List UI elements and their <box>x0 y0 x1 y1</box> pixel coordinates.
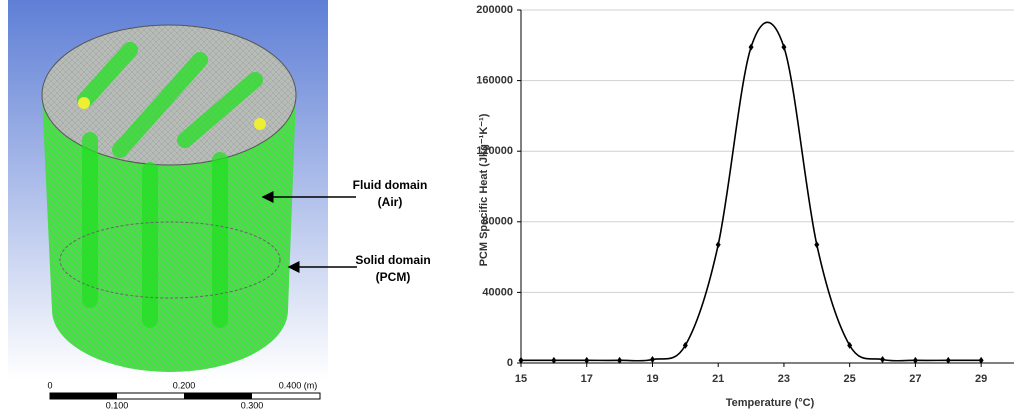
point <box>781 44 786 51</box>
scale-label: 0.200 <box>173 380 196 390</box>
y-tick-label: 40000 <box>482 286 513 298</box>
x-axis-title: Temperature (°C) <box>726 397 815 409</box>
point <box>650 356 655 363</box>
y-tick-label: 160000 <box>476 75 513 87</box>
solid-label: Solid domain <box>355 253 430 267</box>
y-tick-label: 80000 <box>482 216 513 228</box>
line <box>521 22 981 360</box>
figure: Fluid domain (Air) Solid domain (PCM) 0 … <box>0 0 1015 412</box>
y-axis-title: PCM Specific Heat (Jkg⁻¹K⁻¹) <box>478 113 490 266</box>
scale-label: 0.300 <box>241 400 264 410</box>
x-tick-label: 25 <box>844 373 856 385</box>
point <box>814 241 819 248</box>
x-tick-label: 27 <box>909 373 921 385</box>
x-tick-label: 29 <box>975 373 987 385</box>
scale-label: 0 <box>47 380 52 390</box>
scale-label: 0.400 (m) <box>279 380 318 390</box>
y-tick-label: 0 <box>507 357 513 369</box>
point <box>716 241 721 248</box>
scale-label: 0.100 <box>106 400 129 410</box>
fluid-label: (Air) <box>378 195 403 209</box>
point <box>749 44 754 51</box>
point <box>880 356 885 363</box>
mesh-view <box>8 0 357 399</box>
plot: 0 40000 80000 120000 160000 200000 15 17 19 21 23 2… <box>476 4 1014 385</box>
x-tick-label: 21 <box>712 373 724 385</box>
x-tick-label: 23 <box>778 373 790 385</box>
x-tick-label: 19 <box>646 373 658 385</box>
x-tick-label: 15 <box>515 373 527 385</box>
x-tick-label: 17 <box>581 373 593 385</box>
solid-label: (PCM) <box>376 270 411 284</box>
fluid-label: Fluid domain <box>353 178 428 192</box>
y-tick-label: 200000 <box>476 4 513 16</box>
y-tick-label: 120000 <box>476 145 513 157</box>
